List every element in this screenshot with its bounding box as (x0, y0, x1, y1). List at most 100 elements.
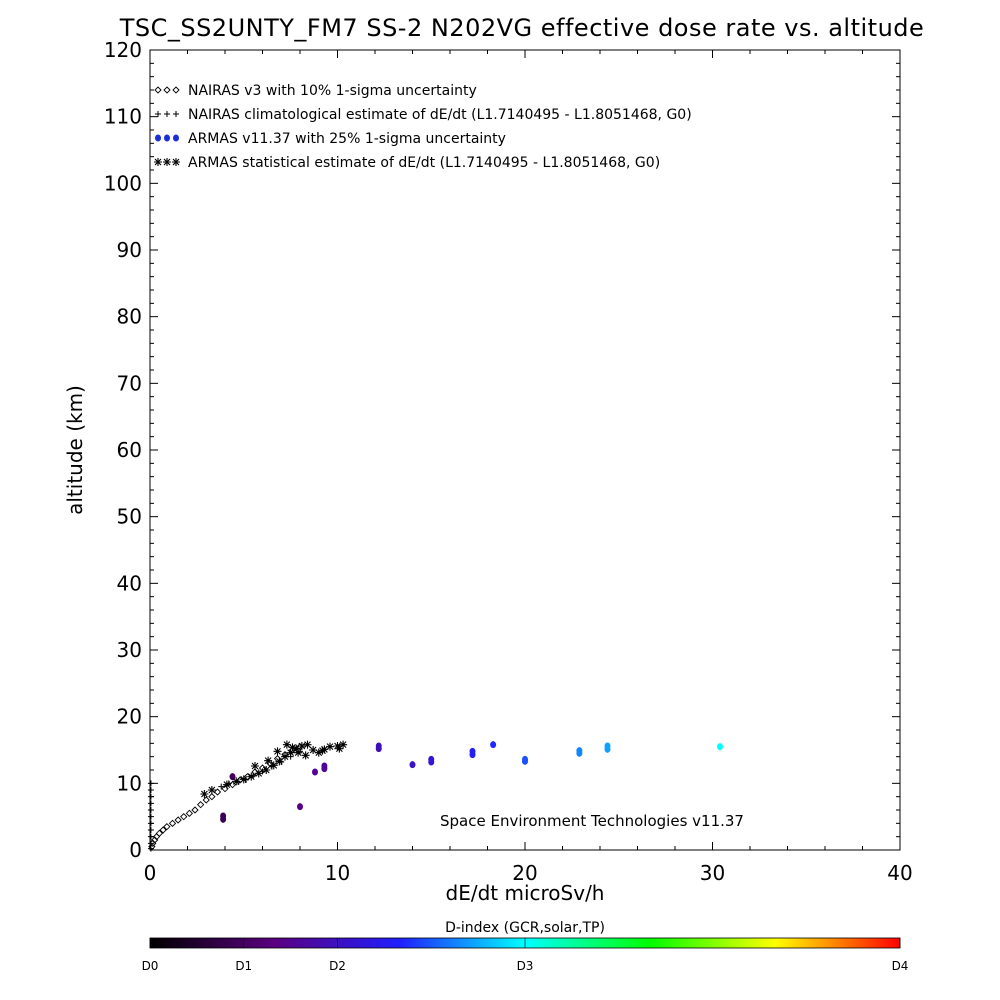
y-tick-label: 40 (117, 571, 142, 595)
data-point (220, 812, 227, 820)
legend-symbol (163, 158, 171, 166)
legend-label: ARMAS v11.37 with 25% 1-sigma uncertaint… (188, 131, 506, 147)
data-point (147, 780, 154, 787)
data-point (159, 826, 167, 834)
x-axis-ticks: 0 10 20 30 40 (144, 50, 913, 885)
data-point (147, 840, 154, 847)
data-point (275, 757, 284, 766)
data-point (312, 768, 318, 776)
y-tick-label: 30 (117, 638, 142, 662)
data-point (163, 823, 171, 831)
data-point (232, 777, 241, 786)
legend-symbol (154, 86, 162, 94)
credit-annotation: Space Environment Technologies v11.37 (440, 812, 744, 830)
data-point (196, 801, 205, 809)
data-point (309, 746, 318, 754)
y-tick-label: 110 (104, 105, 142, 129)
legend-symbol (163, 86, 171, 94)
data-point (321, 762, 328, 770)
y-axis-label: altitude (km) (63, 385, 87, 515)
series-asterisk (200, 740, 348, 798)
data-point (604, 742, 611, 750)
data-point (147, 787, 154, 793)
data-point (202, 796, 210, 804)
x-tick-label: 30 (700, 861, 725, 885)
data-point (208, 793, 216, 801)
data-point (185, 809, 194, 817)
data-point (218, 783, 225, 790)
data-point (297, 803, 303, 811)
data-point (213, 788, 222, 796)
data-point (247, 772, 256, 781)
data-point (200, 790, 209, 798)
data-point (318, 746, 327, 755)
data-point (180, 813, 188, 821)
data-point (147, 807, 154, 813)
legend-label: NAIRAS climatological estimate of dE/dt … (188, 107, 692, 123)
chart-title: TSC_SS2UNTY_FM7 SS-2 N202VG effective do… (119, 14, 925, 42)
y-tick-label: 0 (129, 838, 142, 862)
data-point (262, 766, 271, 774)
series-diamond (148, 743, 304, 851)
y-tick-label: 60 (117, 438, 142, 462)
data-point (428, 755, 435, 763)
data-point (282, 740, 291, 749)
colorbar-tick-label: D1 (235, 959, 252, 973)
y-axis-ticks: 0 10 20 30 40 50 60 70 80 90 100 110 120 (104, 38, 900, 862)
y-tick-label: 20 (117, 705, 142, 729)
data-point (286, 748, 295, 757)
data-point (168, 819, 177, 827)
legend-symbol (155, 134, 161, 142)
data-point (490, 741, 497, 749)
data-point (273, 747, 282, 756)
series-circle (220, 741, 723, 823)
x-tick-label: 10 (325, 861, 350, 885)
y-tick-label: 10 (117, 771, 142, 795)
legend-symbol (173, 134, 179, 142)
colorbar-tick-label: D4 (892, 959, 909, 973)
data-point (314, 748, 323, 757)
data-point (174, 816, 182, 824)
y-tick-label: 90 (117, 238, 142, 262)
data-point (147, 820, 154, 827)
legend-label: NAIRAS v3 with 10% 1-sigma uncertainty (188, 83, 477, 99)
data-point (254, 769, 263, 778)
legend-symbol (164, 111, 170, 117)
data-point (301, 751, 310, 760)
x-axis-label: dE/dt microSv/h (446, 881, 605, 905)
data-point (333, 742, 342, 750)
x-tick-label: 20 (512, 861, 537, 885)
y-tick-label: 120 (104, 38, 142, 62)
legend-symbol (155, 111, 161, 117)
legend-symbol (154, 158, 162, 166)
data-point (147, 845, 154, 852)
data-point (409, 761, 416, 769)
data-point (375, 742, 382, 750)
data-point (264, 756, 273, 765)
legend-symbol (172, 158, 180, 166)
data-point (269, 761, 278, 770)
colorbar-tick-label: D2 (329, 959, 346, 973)
data-point (717, 743, 723, 751)
y-tick-label: 70 (117, 371, 142, 395)
legend-symbol (173, 111, 179, 117)
data-point (147, 793, 154, 800)
data-point (303, 740, 312, 749)
series-layer (147, 740, 723, 852)
data-point (576, 747, 583, 755)
data-point (207, 786, 216, 794)
y-tick-label: 100 (104, 171, 142, 195)
colorbar-tick-label: D0 (142, 959, 159, 973)
data-point (251, 762, 259, 770)
colorbar-ticks: D0 D1 D2 D3 D4 (142, 938, 909, 973)
data-point (326, 742, 334, 751)
data-point (292, 744, 301, 753)
y-tick-label: 80 (117, 305, 142, 329)
data-point (147, 800, 154, 807)
colorbar-title: D-index (GCR,solar,TP) (445, 920, 605, 936)
data-point (239, 775, 248, 784)
legend-symbol (172, 86, 180, 94)
data-point (155, 829, 164, 837)
colorbar-tick-label: D3 (517, 959, 534, 973)
